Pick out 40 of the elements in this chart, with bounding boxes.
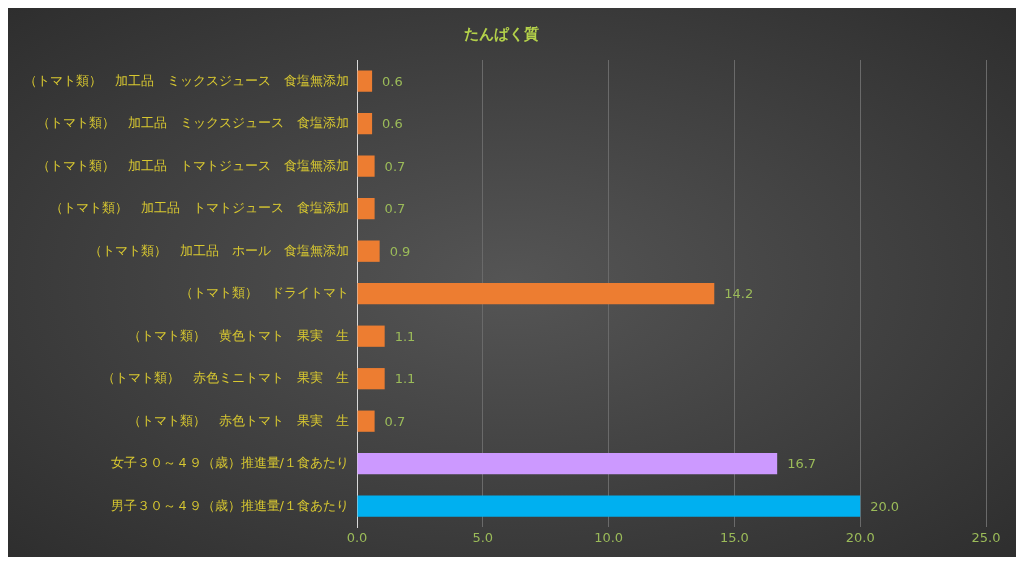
bar <box>357 325 385 347</box>
bar <box>357 453 778 475</box>
y-tick-label: （トマト類） ドライトマト <box>180 285 349 301</box>
y-tick-label: （トマト類） 加工品 ミックスジュース 食塩添加 <box>37 115 349 131</box>
y-tick-label: （トマト類） 加工品 ミックスジュース 食塩無添加 <box>24 72 349 88</box>
x-tick-label: 25.0 <box>971 529 1001 545</box>
x-tick-label: 10.0 <box>594 529 624 545</box>
x-tick-label: 5.0 <box>472 529 494 545</box>
data-label: 0.7 <box>384 413 406 429</box>
data-label: 0.7 <box>384 201 406 217</box>
y-tick-label: 男子３０～４９（歳）推進量/１食あたり <box>110 497 349 513</box>
x-tick-label: 15.0 <box>719 529 749 545</box>
x-tick-label: 20.0 <box>845 529 875 545</box>
x-tick-label: 0.0 <box>346 529 368 545</box>
bar <box>357 495 861 517</box>
data-label: 0.6 <box>382 73 403 89</box>
data-label: 20.0 <box>870 498 900 514</box>
bar <box>357 70 373 92</box>
data-label: 1.1 <box>394 328 416 344</box>
bar <box>357 368 385 390</box>
y-tick-label: （トマト類） 赤色ミニトマト 果実 生 <box>102 370 349 386</box>
bar <box>357 283 715 305</box>
data-label: 14.2 <box>724 286 754 302</box>
y-tick-label: 女子３０～４９（歳）推進量/１食あたり <box>110 455 349 471</box>
y-tick-label: （トマト類） 加工品 ホール 食塩無添加 <box>89 242 349 258</box>
y-tick-label: （トマト類） 加工品 トマトジュース 食塩無添加 <box>37 157 349 173</box>
data-label: 0.6 <box>382 116 403 132</box>
data-label: 1.1 <box>394 371 416 387</box>
bar <box>357 410 375 432</box>
bar <box>357 155 375 177</box>
data-label: 0.7 <box>384 158 406 174</box>
y-tick-label: （トマト類） 加工品 トマトジュース 食塩添加 <box>50 200 349 216</box>
data-label: 16.7 <box>787 456 817 472</box>
y-tick-label: （トマト類） 黄色トマト 果実 生 <box>128 327 349 343</box>
data-label: 0.9 <box>389 243 411 259</box>
bar <box>357 240 380 262</box>
y-tick-label: （トマト類） 赤色トマト 果実 生 <box>128 412 349 428</box>
bar <box>357 198 375 220</box>
chart-title: たんぱく質 <box>463 24 539 43</box>
bar <box>357 113 373 135</box>
